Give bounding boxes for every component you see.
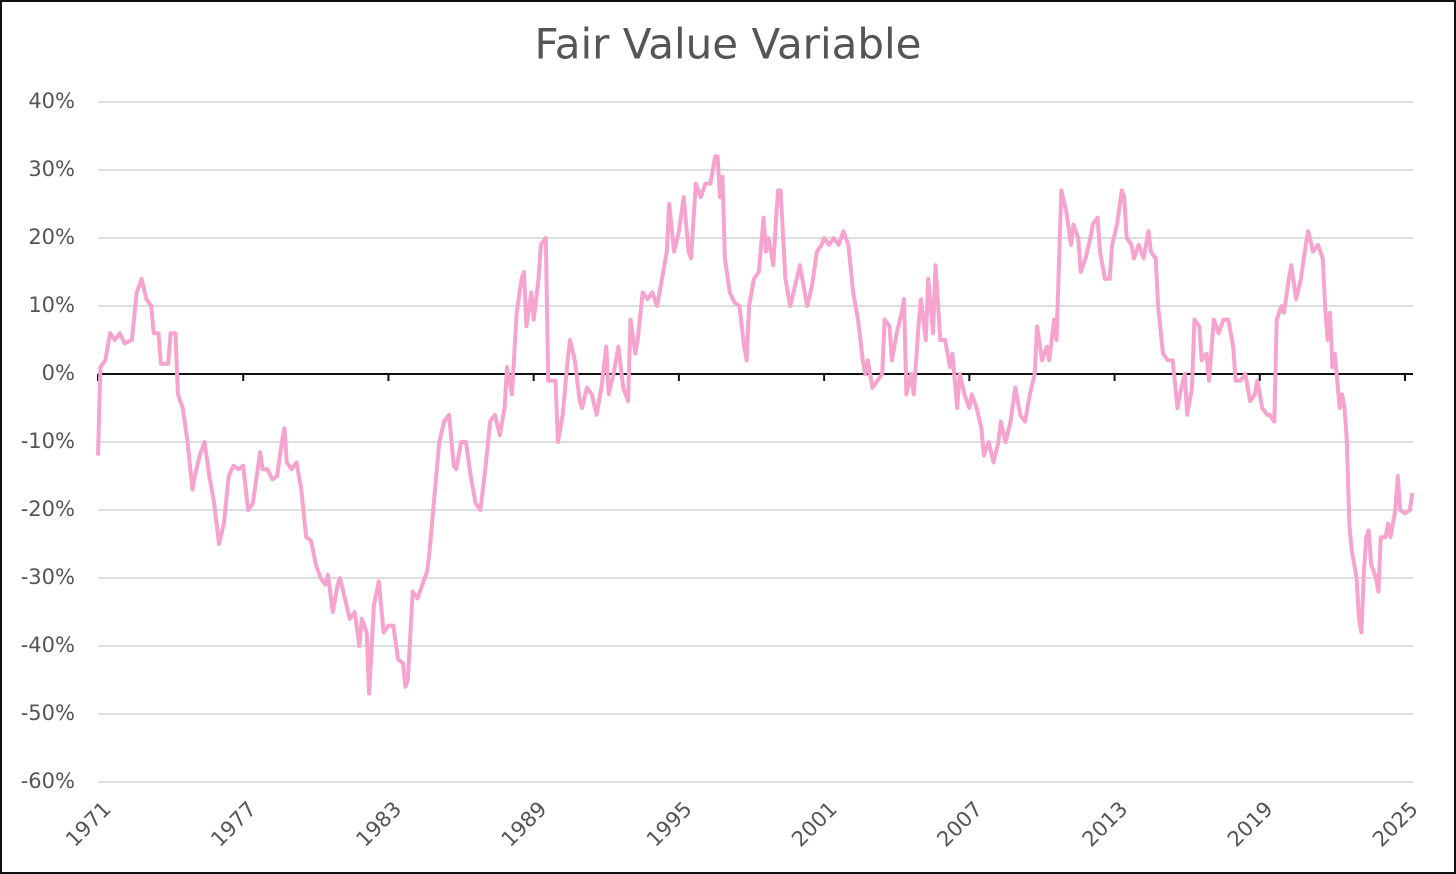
y-tick-label: -30%	[21, 565, 75, 589]
y-tick-label: -60%	[21, 769, 75, 793]
chart-title: Fair Value Variable	[534, 20, 921, 69]
y-tick-label: 30%	[28, 157, 75, 181]
y-tick-label: 40%	[28, 89, 75, 113]
y-tick-label: -40%	[21, 633, 75, 657]
data-line	[96, 154, 1415, 696]
y-tick-label: -50%	[21, 701, 75, 725]
y-tick-label: 10%	[28, 293, 75, 317]
y-tick-label: -20%	[21, 497, 75, 521]
y-tick-label: -10%	[21, 429, 75, 453]
y-tick-label: 0%	[42, 361, 75, 385]
y-tick-label: 20%	[28, 225, 75, 249]
